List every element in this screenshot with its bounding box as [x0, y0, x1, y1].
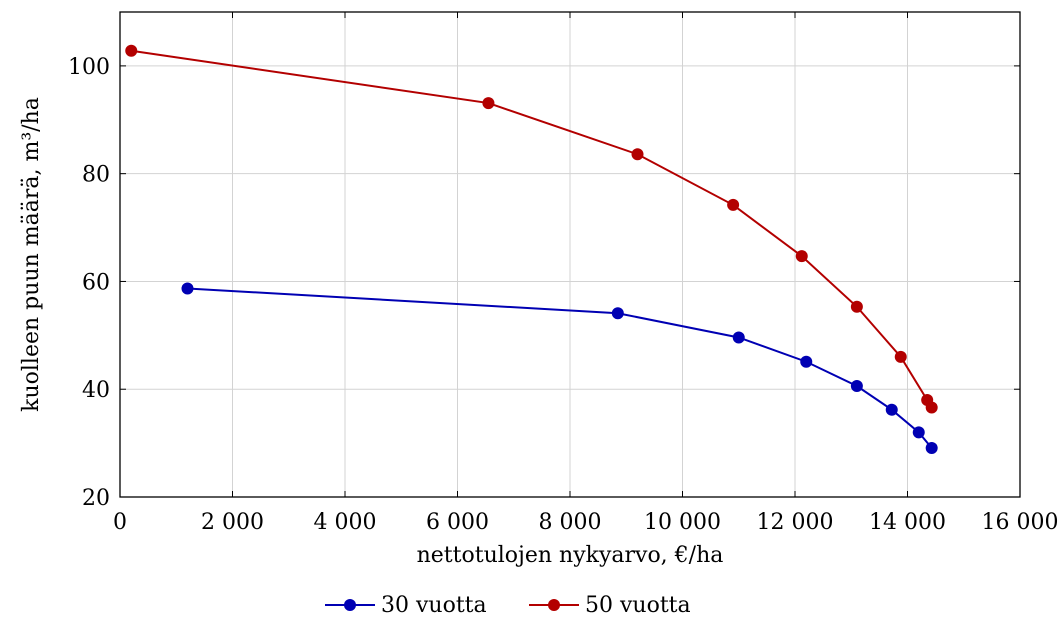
data-point — [631, 148, 644, 161]
data-point — [795, 250, 808, 263]
legend-marker — [548, 599, 560, 611]
data-point — [611, 307, 624, 320]
y-axis-label: kuolleen puun määrä, m³/ha — [19, 97, 44, 412]
data-point — [125, 44, 138, 57]
x-tick-label: 14 000 — [869, 510, 946, 535]
data-point — [912, 426, 925, 439]
y-tick-label: 60 — [82, 270, 110, 295]
axis-ticks: 0 2 000 4 000 6 000 8 000 10 000 12 000 14 000 1… — [68, 12, 1058, 535]
data-point — [925, 401, 938, 414]
legend-label: 50 vuotta — [585, 593, 691, 618]
data-point — [482, 97, 495, 110]
data-point — [850, 300, 863, 313]
series-line — [187, 287, 933, 449]
legend-label: 30 vuotta — [381, 593, 487, 618]
x-tick-label: 16 000 — [982, 510, 1059, 535]
x-axis-label: nettotulojen nykyarvo, €/ha — [417, 543, 724, 568]
x-tick-label: 8 000 — [539, 510, 602, 535]
series-line — [131, 49, 933, 409]
x-tick-label: 2 000 — [201, 510, 264, 535]
x-tick-label: 4 000 — [314, 510, 377, 535]
series-layer — [125, 44, 938, 454]
data-point — [181, 282, 194, 295]
data-point — [850, 379, 863, 392]
y-tick-label: 80 — [82, 163, 110, 188]
x-tick-label: 12 000 — [757, 510, 834, 535]
data-point — [925, 441, 938, 454]
y-tick-label: 40 — [82, 378, 110, 403]
x-tick-label: 0 — [113, 510, 127, 535]
x-tick-label: 6 000 — [426, 510, 489, 535]
data-point — [732, 331, 745, 344]
series-1 — [125, 44, 938, 414]
data-point — [885, 403, 898, 416]
data-point — [894, 350, 907, 363]
data-point — [800, 355, 813, 368]
legend: 30 vuotta 50 vuotta — [325, 593, 691, 618]
data-point — [727, 198, 740, 211]
grid — [119, 12, 1021, 498]
legend-entry: 50 vuotta — [529, 593, 691, 618]
y-tick-label: 20 — [82, 486, 110, 511]
series-0 — [181, 282, 938, 454]
x-tick-label: 10 000 — [644, 510, 721, 535]
y-tick-label: 100 — [68, 55, 110, 80]
legend-entry: 30 vuotta — [325, 593, 487, 618]
legend-marker — [344, 599, 356, 611]
